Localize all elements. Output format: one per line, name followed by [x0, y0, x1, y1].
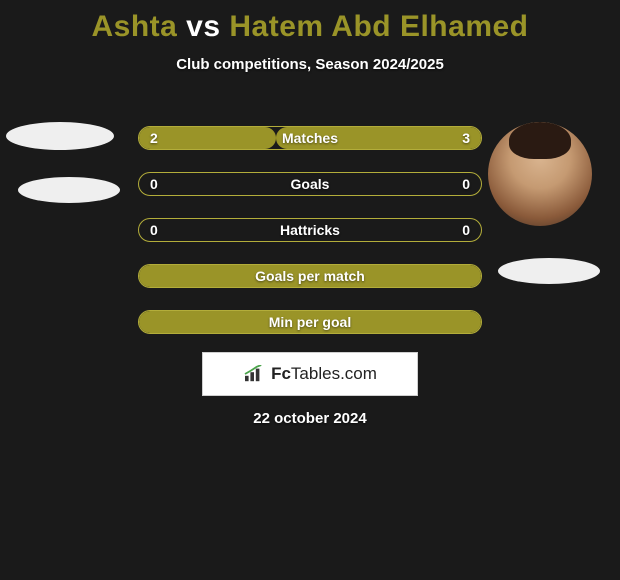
stat-track [138, 126, 482, 150]
logo-text: FcTables.com [271, 364, 377, 384]
logo-prefix: Fc [271, 364, 291, 383]
fctables-logo: FcTables.com [202, 352, 418, 396]
stat-fill-left [139, 127, 276, 149]
player2-placeholder [498, 258, 600, 284]
stat-bars: Matches23 Goals00 Hattricks00 Goals per mat… [138, 126, 482, 356]
stat-fill-left [139, 311, 481, 333]
player1-placeholder-1 [6, 122, 114, 150]
stat-row: Hattricks00 [138, 218, 482, 242]
stat-track [138, 218, 482, 242]
snapshot-date: 22 october 2024 [0, 410, 620, 427]
logo-suffix: Tables.com [291, 364, 377, 383]
player1-placeholder-2 [18, 177, 120, 203]
title-player1: Ashta [91, 10, 177, 43]
stat-row: Goals per match [138, 264, 482, 288]
stat-track [138, 264, 482, 288]
page-title: Ashta vs Hatem Abd Elhamed [0, 0, 620, 44]
stat-fill-left [139, 265, 481, 287]
player2-avatar [488, 122, 592, 226]
stat-row: Min per goal [138, 310, 482, 334]
bar-chart-icon [243, 365, 265, 383]
stat-row: Matches23 [138, 126, 482, 150]
title-player2: Hatem Abd Elhamed [229, 10, 528, 43]
stat-fill-right [276, 127, 481, 149]
stat-track [138, 172, 482, 196]
stat-track [138, 310, 482, 334]
title-vs: vs [186, 10, 220, 43]
stat-row: Goals00 [138, 172, 482, 196]
subtitle: Club competitions, Season 2024/2025 [0, 56, 620, 73]
